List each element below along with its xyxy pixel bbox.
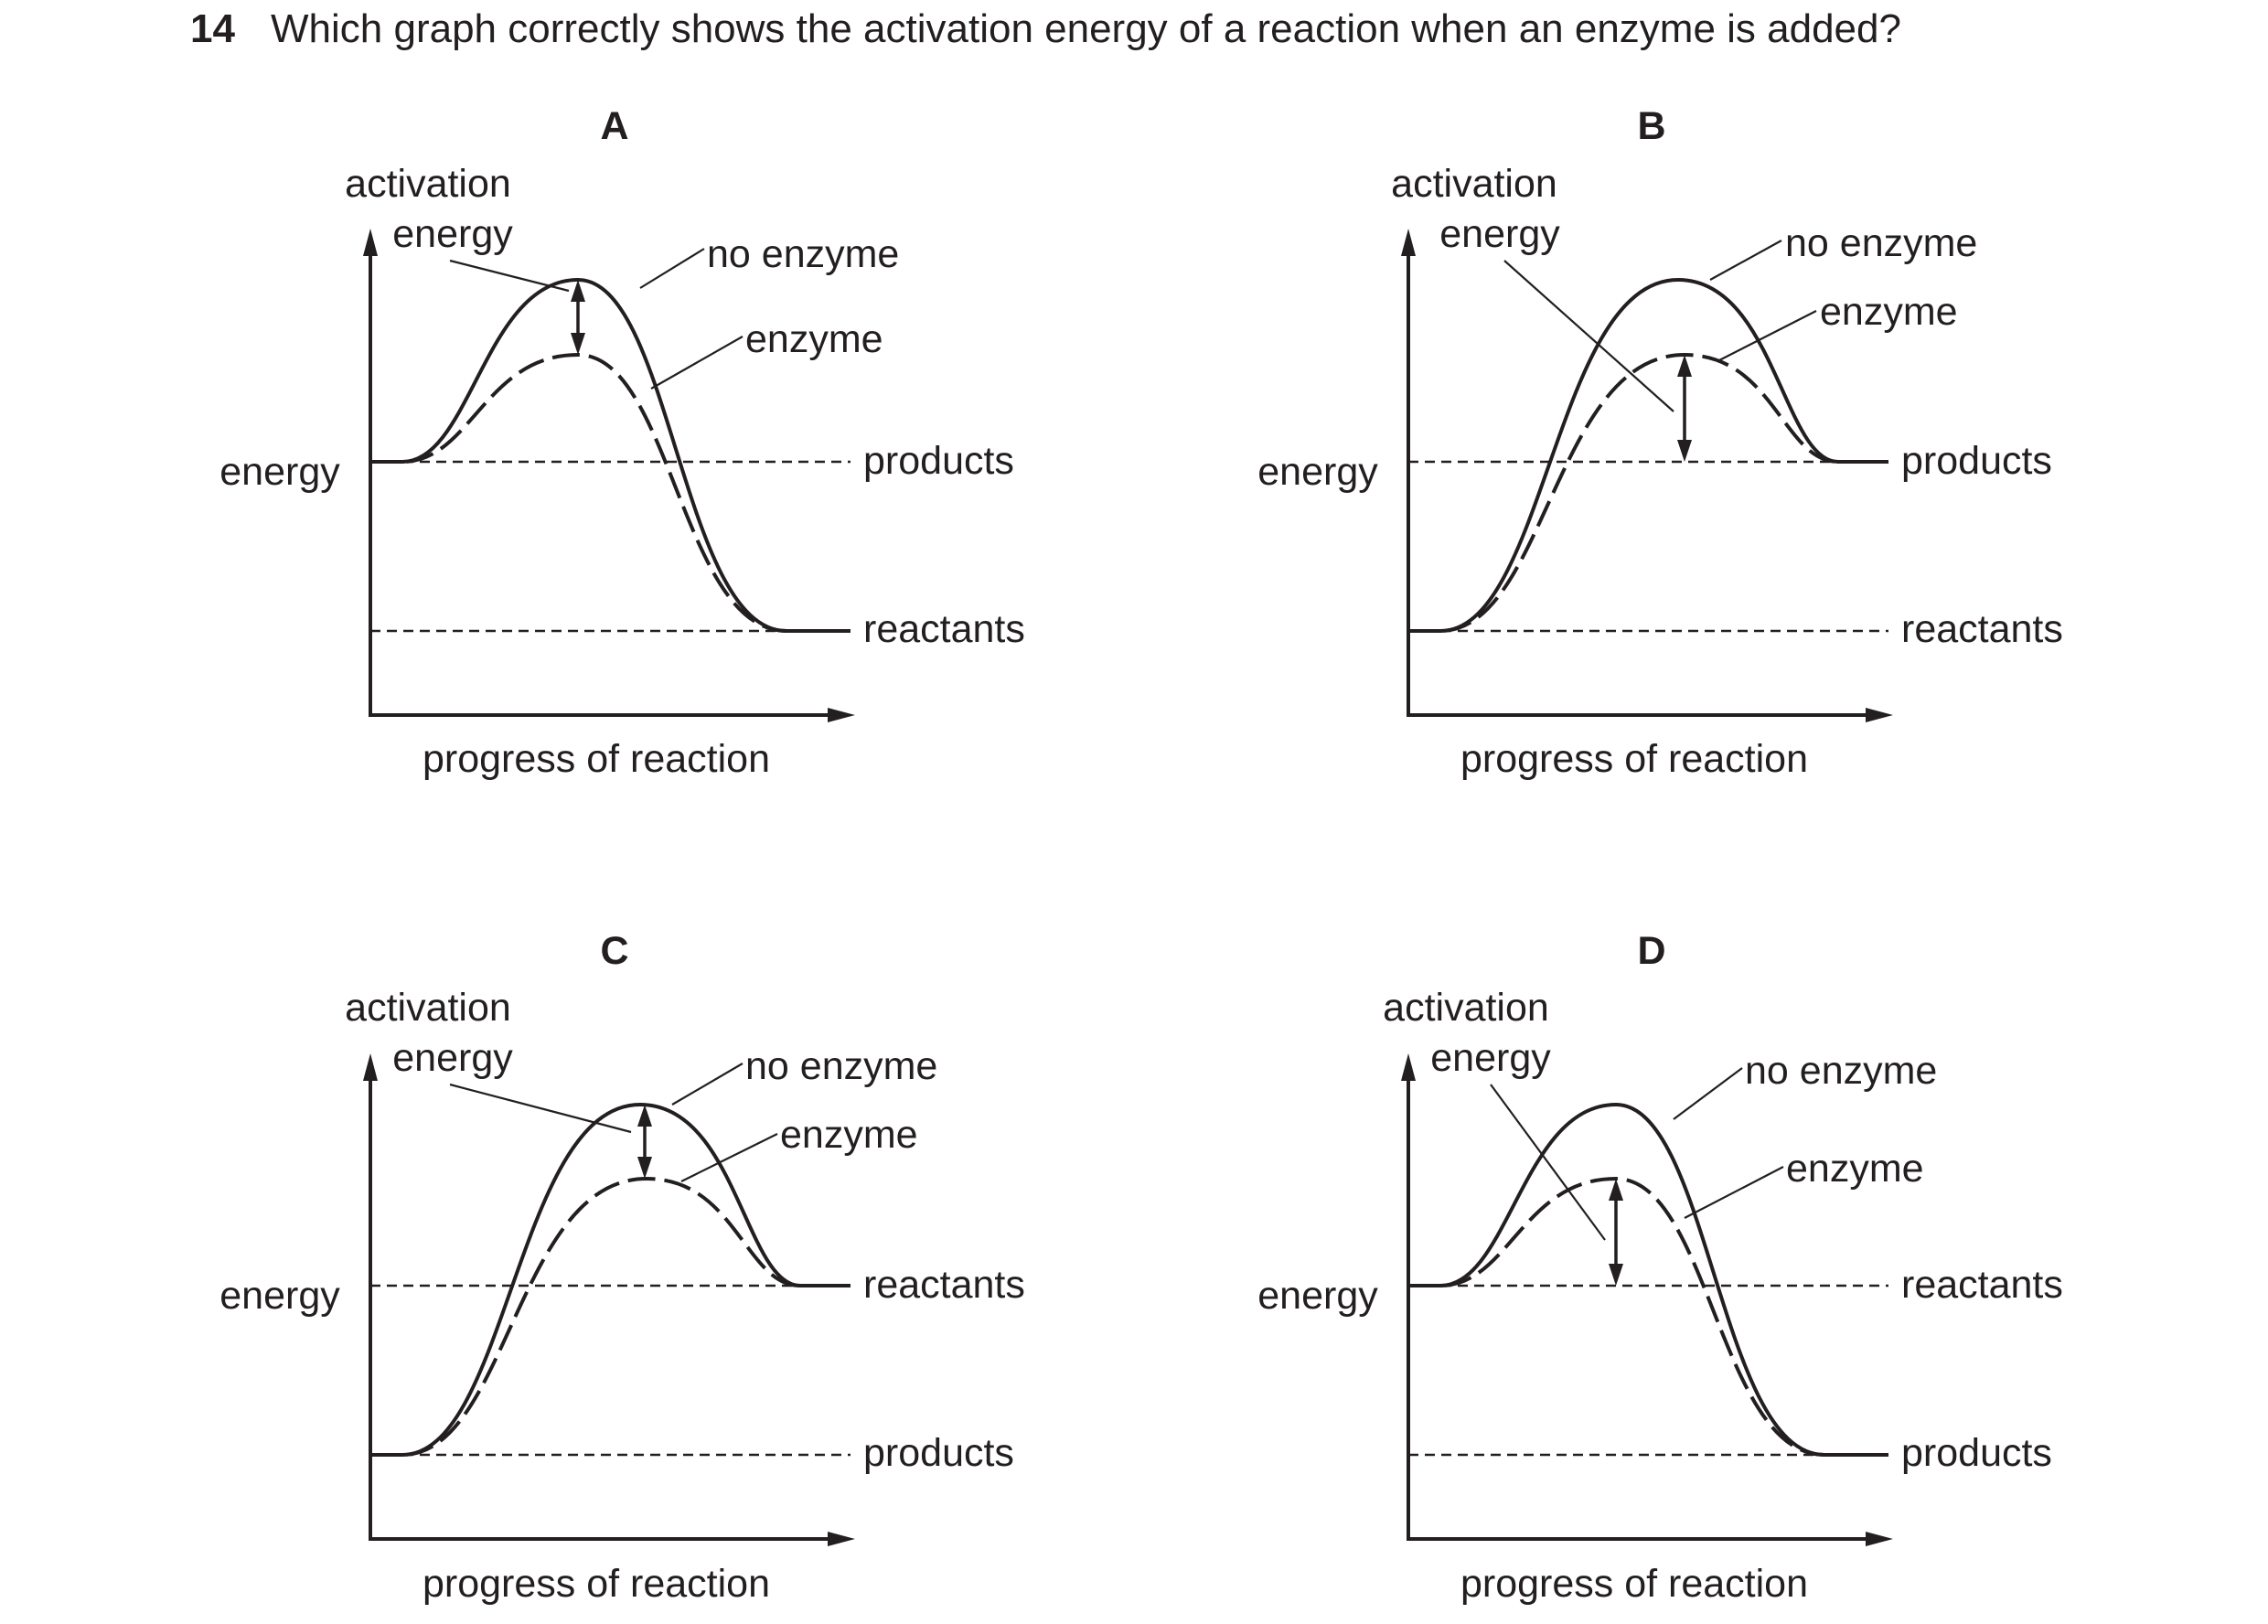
activation-energy-label-line2: energy — [392, 212, 513, 256]
enzyme-label: enzyme — [745, 317, 883, 361]
enzyme-label: enzyme — [1820, 290, 1958, 334]
question-text: Which graph correctly shows the activati… — [271, 6, 1901, 51]
enzyme-curve — [1408, 1176, 1888, 1457]
x-axis-arrowhead — [828, 708, 855, 722]
enzyme-curve — [370, 1176, 850, 1457]
activation-energy-arrow — [637, 1105, 652, 1179]
no-enzyme-leader-line — [1709, 240, 1782, 281]
no-enzyme-label: no enzyme — [1785, 221, 1977, 265]
x-axis-arrowhead — [828, 1532, 855, 1546]
activation-energy-leader-line — [1503, 260, 1674, 412]
x-axis-label: progress of reaction — [1460, 737, 1808, 781]
activation-energy-leader-line — [449, 1083, 632, 1134]
upper-level-label: reactants — [1901, 1263, 2063, 1307]
no-enzyme-label: no enzyme — [745, 1044, 937, 1088]
option-letter: A — [600, 104, 628, 148]
option-letter: D — [1637, 929, 1665, 973]
activation-energy-leader-line — [449, 259, 570, 293]
enzyme-label: enzyme — [1786, 1147, 1924, 1191]
no-enzyme-label: no enzyme — [707, 232, 899, 276]
y-axis-arrowhead — [363, 229, 378, 256]
option-letter: C — [600, 929, 628, 973]
upper-level-label: reactants — [863, 1263, 1025, 1307]
graph-a: A activation energy energy progress of r… — [219, 104, 1025, 781]
activation-energy-arrow — [1609, 1179, 1623, 1286]
x-axis-label: progress of reaction — [423, 1562, 770, 1606]
activation-energy-arrow — [571, 280, 585, 355]
lower-level-label: products — [1901, 1431, 2052, 1475]
lower-level-label: reactants — [1901, 607, 2063, 651]
question-number: 14 — [190, 6, 235, 51]
graph-c: C activation energy energy progress of r… — [219, 929, 1025, 1606]
no-enzyme-curve — [1408, 277, 1888, 633]
lower-level-label: reactants — [863, 607, 1025, 651]
graph-d: D activation energy energy progress of r… — [1257, 929, 2063, 1606]
activation-energy-label-line2: energy — [1439, 212, 1560, 256]
x-axis-arrowhead — [1866, 1532, 1893, 1546]
activation-energy-label-line1: activation — [1391, 162, 1557, 206]
no-enzyme-curve — [1408, 1102, 1888, 1457]
graph-b: B activation energy energy progress of r… — [1257, 104, 2063, 781]
y-axis-arrowhead — [363, 1053, 378, 1081]
activation-energy-leader-line — [1490, 1084, 1606, 1241]
no-enzyme-leader-line — [671, 1063, 744, 1106]
x-axis-label: progress of reaction — [1460, 1562, 1808, 1606]
x-axis-label: progress of reaction — [423, 737, 770, 781]
activation-energy-label-line2: energy — [1430, 1036, 1551, 1080]
enzyme-curve — [370, 352, 850, 633]
y-axis-label: energy — [219, 450, 340, 494]
y-axis-label: energy — [1257, 450, 1378, 494]
y-axis-arrowhead — [1401, 229, 1416, 256]
question: 14 Which graph correctly shows the activa… — [190, 4, 1901, 55]
activation-energy-label-line1: activation — [345, 986, 511, 1030]
activation-energy-arrow — [1677, 355, 1692, 462]
y-axis-label: energy — [219, 1274, 340, 1318]
enzyme-label: enzyme — [780, 1113, 918, 1157]
enzyme-leader-line — [1684, 1166, 1784, 1219]
no-enzyme-curve — [370, 1102, 850, 1457]
x-axis-arrowhead — [1866, 708, 1893, 722]
upper-level-label: products — [1901, 439, 2052, 483]
y-axis-arrowhead — [1401, 1053, 1416, 1081]
enzyme-leader-line — [680, 1133, 778, 1182]
no-enzyme-leader-line — [639, 248, 705, 289]
enzyme-leader-line — [1718, 310, 1817, 361]
no-enzyme-curve — [370, 277, 850, 633]
activation-energy-label-line1: activation — [345, 162, 511, 206]
activation-energy-label-line1: activation — [1383, 986, 1549, 1030]
lower-level-label: products — [863, 1431, 1014, 1475]
no-enzyme-label: no enzyme — [1745, 1049, 1937, 1093]
enzyme-curve — [1408, 352, 1888, 633]
y-axis-label: energy — [1257, 1274, 1378, 1318]
enzyme-leader-line — [650, 336, 744, 390]
upper-level-label: products — [863, 439, 1014, 483]
option-letter: B — [1637, 104, 1665, 148]
no-enzyme-leader-line — [1673, 1067, 1743, 1120]
activation-energy-label-line2: energy — [392, 1036, 513, 1080]
